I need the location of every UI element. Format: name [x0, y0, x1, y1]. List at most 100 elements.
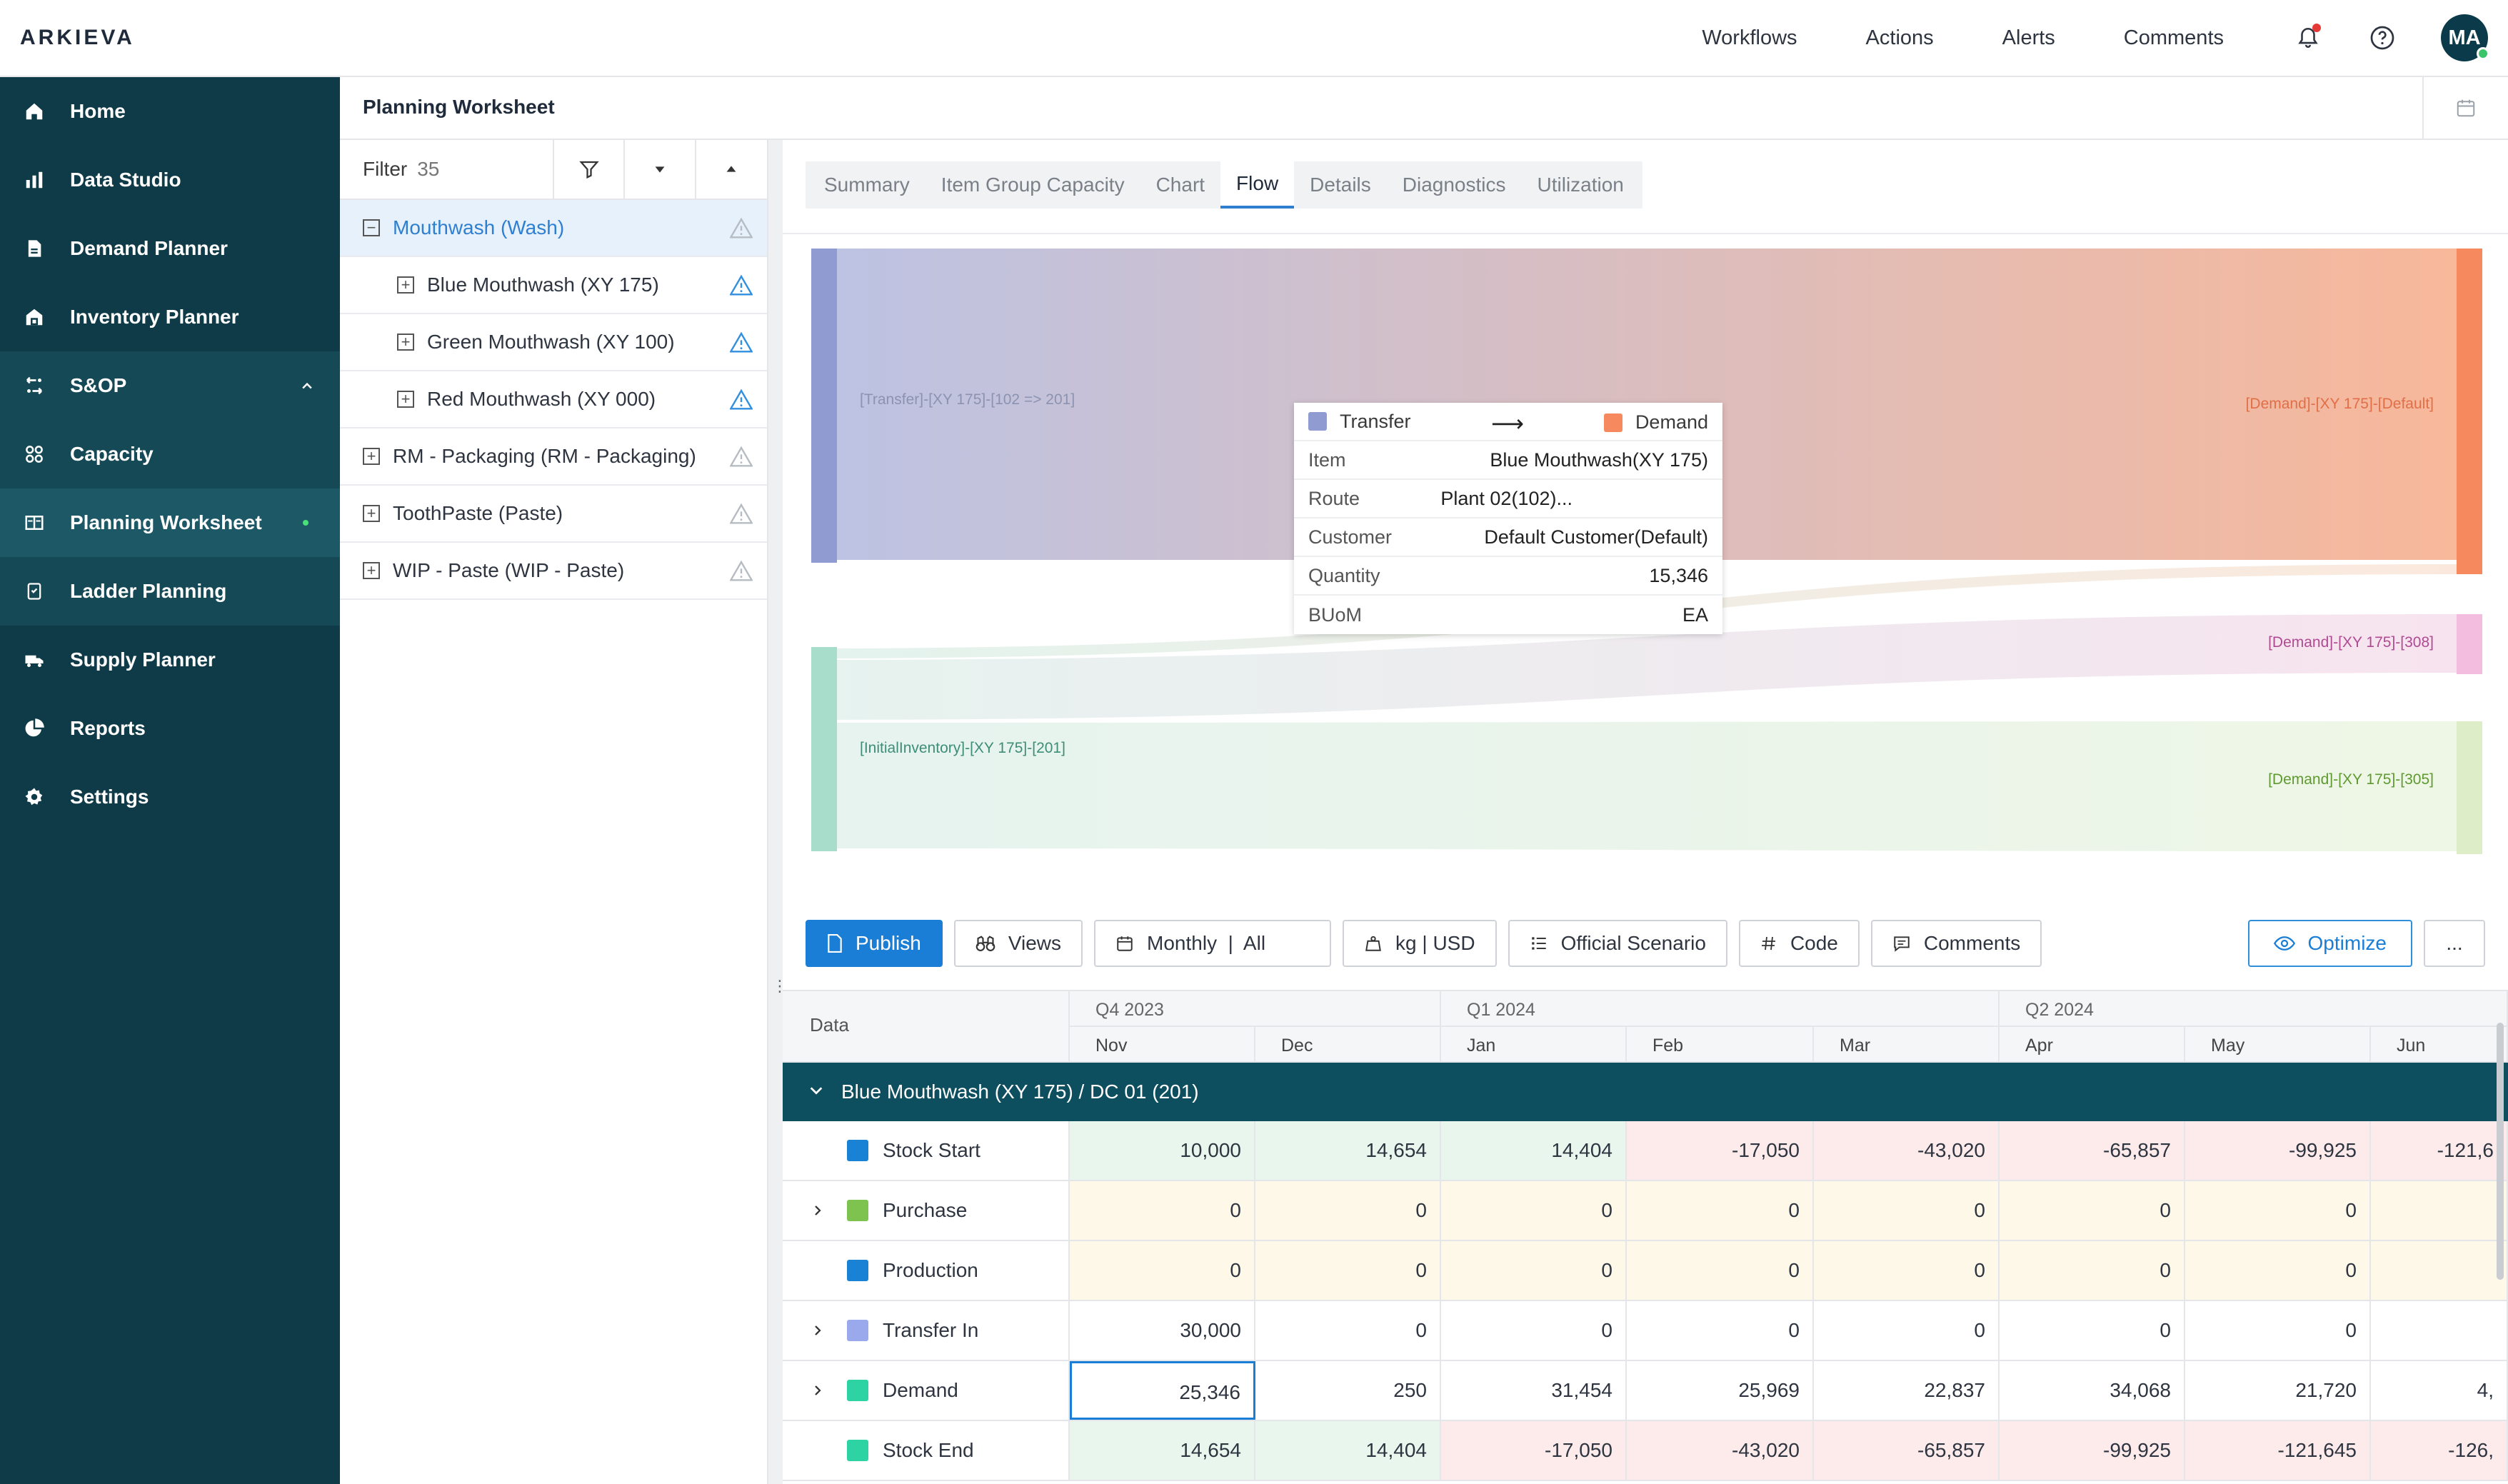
chevron-up-icon[interactable]	[300, 376, 314, 398]
help-icon[interactable]	[2367, 22, 2398, 54]
grid-cell[interactable]: 0	[1070, 1181, 1255, 1240]
grid-cell[interactable]: -65,857	[1814, 1421, 2000, 1480]
tab-chart[interactable]: Chart	[1155, 174, 1205, 196]
grid-cell[interactable]: 25,346	[1070, 1361, 1255, 1420]
grid-cell[interactable]: 0	[2000, 1241, 2185, 1300]
grid-cell[interactable]: -17,050	[1627, 1121, 1814, 1180]
grid-cell[interactable]: -126,	[2371, 1421, 2508, 1480]
grid-cell[interactable]: 0	[1255, 1241, 1441, 1300]
grid-cell[interactable]: 14,654	[1255, 1121, 1441, 1180]
caret-down-icon[interactable]	[625, 140, 696, 199]
grid-cell[interactable]	[2371, 1241, 2508, 1300]
grid-cell[interactable]: 0	[1255, 1301, 1441, 1360]
funnel-filter-icon[interactable]	[554, 140, 626, 199]
tree-item-mouthwash[interactable]: − Mouthwash (Wash)	[340, 200, 767, 257]
more-options-button[interactable]: ...	[2424, 920, 2485, 967]
grid-cell[interactable]: 10,000	[1070, 1121, 1255, 1180]
grid-cell[interactable]: 0	[2185, 1241, 2371, 1300]
tab-utilization[interactable]: Utilization	[1537, 174, 1624, 196]
sidebar-item-supply-planner[interactable]: Supply Planner	[0, 626, 340, 694]
grid-cell[interactable]: 25,969	[1627, 1361, 1814, 1420]
grid-scrollbar[interactable]	[2497, 1023, 2504, 1280]
comments-button[interactable]: Comments	[1870, 920, 2042, 967]
tree-item-wip-paste[interactable]: + WIP - Paste (WIP - Paste)	[340, 543, 767, 600]
tab-item-group-capacity[interactable]: Item Group Capacity	[940, 174, 1125, 196]
sidebar-item-planning-worksheet[interactable]: Planning Worksheet	[0, 488, 340, 557]
optimize-button[interactable]: Optimize	[2247, 920, 2412, 967]
sidebar-item-data-studio[interactable]: Data Studio	[0, 146, 340, 214]
grid-cell[interactable]: 0	[1441, 1301, 1627, 1360]
scenario-selector[interactable]: Official Scenario	[1508, 920, 1727, 967]
grid-cell[interactable]: 0	[2000, 1301, 2185, 1360]
flow-link-initial-demand-305[interactable]	[811, 721, 2457, 851]
grid-cell[interactable]: -121,6	[2371, 1121, 2508, 1180]
vertical-splitter[interactable]: ⋮	[768, 140, 788, 1484]
flow-link-initial-demand-308[interactable]	[811, 614, 2457, 720]
units-selector[interactable]: kg | USD	[1343, 920, 1497, 967]
grid-cell[interactable]: 4,	[2371, 1361, 2508, 1420]
grid-cell[interactable]: 0	[1441, 1241, 1627, 1300]
grid-cell[interactable]: -99,925	[2000, 1421, 2185, 1480]
expand-icon[interactable]: +	[363, 505, 380, 522]
grid-month-header[interactable]: Jun	[2371, 1027, 2508, 1063]
grid-cell[interactable]: 34,068	[2000, 1361, 2185, 1420]
tree-item-toothpaste[interactable]: + ToothPaste (Paste)	[340, 486, 767, 543]
sidebar-item-inventory-planner[interactable]: Inventory Planner	[0, 283, 340, 351]
grid-cell[interactable]: 0	[1255, 1181, 1441, 1240]
grid-month-header[interactable]: Jan	[1441, 1027, 1627, 1063]
expand-icon[interactable]: +	[397, 276, 414, 294]
tree-item-rm-packaging[interactable]: + RM - Packaging (RM - Packaging)	[340, 428, 767, 486]
chevron-down-icon[interactable]	[808, 1081, 824, 1103]
grid-cell[interactable]	[2371, 1301, 2508, 1360]
grid-cell[interactable]	[2371, 1181, 2508, 1240]
grid-cell[interactable]: 0	[1627, 1301, 1814, 1360]
expand-icon[interactable]: +	[397, 391, 414, 408]
grid-month-header[interactable]: May	[2185, 1027, 2371, 1063]
notification-bell-icon[interactable]	[2292, 22, 2324, 54]
grid-cell[interactable]: 21,720	[2185, 1361, 2371, 1420]
grid-cell[interactable]: 14,654	[1070, 1421, 1255, 1480]
chevron-right-icon[interactable]	[808, 1203, 827, 1218]
grid-cell[interactable]: -99,925	[2185, 1121, 2371, 1180]
grid-cell[interactable]: 0	[1070, 1241, 1255, 1300]
user-avatar[interactable]: MA	[2441, 14, 2489, 61]
grid-cell[interactable]: 0	[2185, 1181, 2371, 1240]
grid-cell[interactable]: 0	[1627, 1241, 1814, 1300]
publish-button[interactable]: Publish	[806, 920, 943, 967]
flow-node-demand-default[interactable]	[2457, 249, 2482, 574]
expand-icon[interactable]: +	[397, 334, 414, 351]
nav-workflows[interactable]: Workflows	[1702, 26, 1797, 49]
caret-up-icon[interactable]	[696, 140, 767, 199]
sidebar-item-capacity[interactable]: Capacity	[0, 420, 340, 488]
tab-flow[interactable]: Flow	[1220, 161, 1295, 209]
tab-details[interactable]: Details	[1310, 174, 1371, 196]
expand-icon[interactable]: +	[363, 448, 380, 465]
flow-node-initial-inventory[interactable]	[811, 647, 837, 851]
tree-item-red-mouthwash[interactable]: + Red Mouthwash (XY 000)	[340, 371, 767, 428]
flow-node-demand-308[interactable]	[2457, 614, 2482, 674]
tab-summary[interactable]: Summary	[824, 174, 910, 196]
filter-field[interactable]: Filter 35	[340, 140, 555, 199]
grid-cell[interactable]: 250	[1255, 1361, 1441, 1420]
grid-month-header[interactable]: Nov	[1070, 1027, 1255, 1063]
sidebar-item-sop[interactable]: S&OP	[0, 351, 340, 420]
nav-actions[interactable]: Actions	[1865, 26, 1934, 49]
grid-cell[interactable]: 0	[2185, 1301, 2371, 1360]
sidebar-item-home[interactable]: Home	[0, 77, 340, 146]
flow-node-demand-305[interactable]	[2457, 721, 2482, 854]
grid-cell[interactable]: 0	[1441, 1181, 1627, 1240]
grid-cell[interactable]: 14,404	[1255, 1421, 1441, 1480]
flow-node-transfer[interactable]	[811, 249, 837, 563]
sidebar-item-settings[interactable]: Settings	[0, 763, 340, 831]
chevron-right-icon[interactable]	[808, 1323, 827, 1338]
grid-cell[interactable]: -43,020	[1627, 1421, 1814, 1480]
grid-cell[interactable]: 0	[2000, 1181, 2185, 1240]
grid-cell[interactable]: 30,000	[1070, 1301, 1255, 1360]
chevron-right-icon[interactable]	[808, 1383, 827, 1398]
tree-item-green-mouthwash[interactable]: + Green Mouthwash (XY 100)	[340, 314, 767, 371]
grid-cell[interactable]: -121,645	[2185, 1421, 2371, 1480]
grid-month-header[interactable]: Mar	[1814, 1027, 2000, 1063]
grid-cell[interactable]: 31,454	[1441, 1361, 1627, 1420]
grid-group-row[interactable]: Blue Mouthwash (XY 175) / DC 01 (201)	[783, 1063, 2508, 1121]
calendar-icon[interactable]	[2422, 77, 2508, 139]
